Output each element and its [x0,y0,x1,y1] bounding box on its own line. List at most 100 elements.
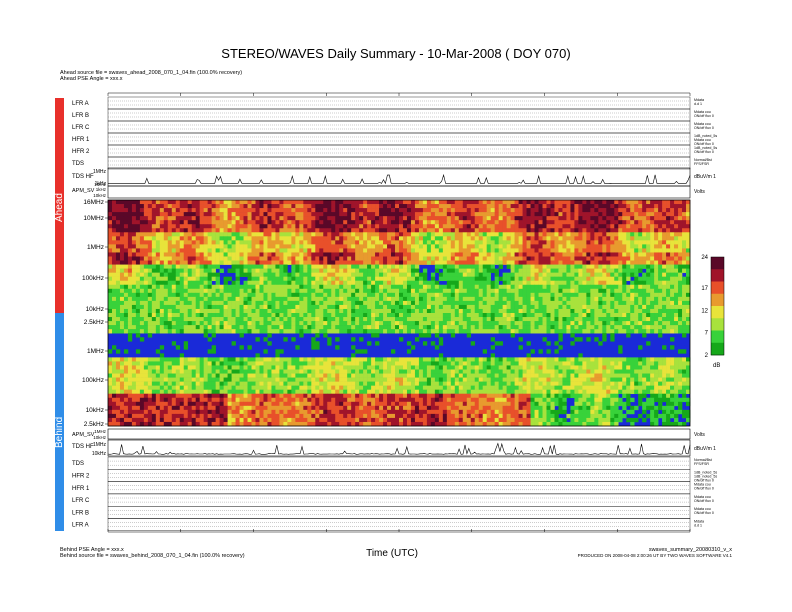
spectrogram-cell [383,313,388,318]
spectrogram-cell [634,268,639,273]
spectrogram-cell [526,268,531,273]
spectrogram-cell [187,300,193,306]
spectrogram-cell [299,308,304,314]
spectrogram-cell [187,256,193,261]
spectrogram-cell [347,236,352,241]
spectrogram-cell [379,313,384,318]
spectrogram-cell [590,317,595,322]
spectrogram-cell [450,333,456,338]
spectrogram-cell [387,216,392,221]
spectrogram-cell [674,288,679,294]
spectrogram-cell [363,200,368,205]
spectrogram-cell [347,204,352,209]
spectrogram-cell [486,248,491,253]
spectrogram-cell [418,276,424,282]
spectrogram-cell [486,304,491,310]
ahead-tds-hf-right: dBuV/m 1 [694,174,716,180]
spectrogram-cell [108,260,113,265]
spectrogram-cell [522,260,527,265]
spectrogram-cell [295,248,300,253]
spectrogram-cell [434,212,440,217]
spectrogram-cell [267,272,272,277]
spectrogram-cell [315,260,320,265]
spectrogram-cell [406,236,412,241]
spectrogram-cell [450,248,456,253]
spectrogram-cell [307,280,312,286]
spectrogram-cell [610,208,615,213]
spectrogram-cell [498,317,503,322]
spectrogram-cell [654,317,659,322]
spectrogram-cell [263,313,268,318]
spectrogram-cell [542,317,547,322]
spectrogram-cell [674,220,679,225]
spectrogram-cell [139,325,145,330]
spectrogram-cell [315,200,320,205]
spectrogram-cell [510,308,515,314]
spectrogram-cell [283,357,288,362]
spectrogram-cell [239,304,244,310]
spectrogram-cell [666,232,671,237]
spectrogram-cell [434,236,440,241]
spectrogram-cell [518,317,523,322]
spectrogram-cell [343,236,348,241]
spectrogram-cell [279,208,284,213]
spectrogram-cell [235,357,240,362]
spectrogram-cell [239,236,244,241]
spectrogram-cell [558,264,563,269]
spectrogram-cell [207,296,212,302]
spectrogram-cell [291,232,296,237]
spectrogram-cell [602,216,607,221]
spectrogram-cell [339,268,344,273]
spectrogram-cell [570,308,575,314]
spectrogram-cell [410,232,416,237]
spectrogram-cell [638,300,643,306]
spectrogram-cell [558,212,563,217]
spectrogram-cell [199,200,204,205]
spectrogram-cell [355,224,360,229]
spectrogram-cell [458,204,464,209]
spectrogram-cell [247,240,252,245]
spectrogram-cell [279,272,284,277]
spectrogram-cell [351,248,356,253]
spectrogram-cell [155,317,161,322]
spectrogram-cell [426,212,432,217]
spectrogram-cell [446,216,452,221]
spectrogram-cell [610,216,615,221]
spectrogram-cell [598,236,603,241]
spectrogram-cell [422,248,428,253]
spectrogram-cell [442,296,448,302]
spectrogram-cell [674,264,679,269]
spectrogram-cell [498,329,503,334]
spectrogram-cell [287,260,292,265]
spectrogram-cell [402,296,408,302]
spectrogram-cell [123,317,129,322]
spectrogram-cell [179,224,185,229]
spectrogram-cell [570,256,575,261]
spectrogram-cell [450,256,456,261]
spectrogram-cell [646,212,651,217]
ahead-apm-tick-1: 1MHz [94,182,107,187]
spectrogram-cell [327,337,332,342]
spectrogram-cell [399,280,404,286]
spectrogram-cell [335,300,340,306]
spectrogram-cell [686,216,691,221]
spectrogram-cell [462,228,468,233]
spectrogram-cell [462,308,468,314]
spectrogram-cell [259,240,264,245]
behind-bar-label: Behind [54,417,65,448]
spectrogram-cell [666,276,671,282]
spectrogram-cell [434,248,440,253]
spectrogram-cell [299,313,304,318]
spectrogram-cell [682,228,687,233]
spectrogram-cell [618,200,623,205]
spectrogram-cell [662,325,667,330]
spectrogram-cell [550,321,555,326]
spectrogram-cell [478,224,484,229]
spectrogram-cell [351,280,356,286]
spectrogram-cell [538,313,543,318]
spectrogram-cell [522,252,527,257]
spectrogram-cell [391,232,396,237]
spectrogram-cell [159,280,165,286]
spectrogram-cell [450,236,456,241]
spectrogram-cell [634,321,639,326]
